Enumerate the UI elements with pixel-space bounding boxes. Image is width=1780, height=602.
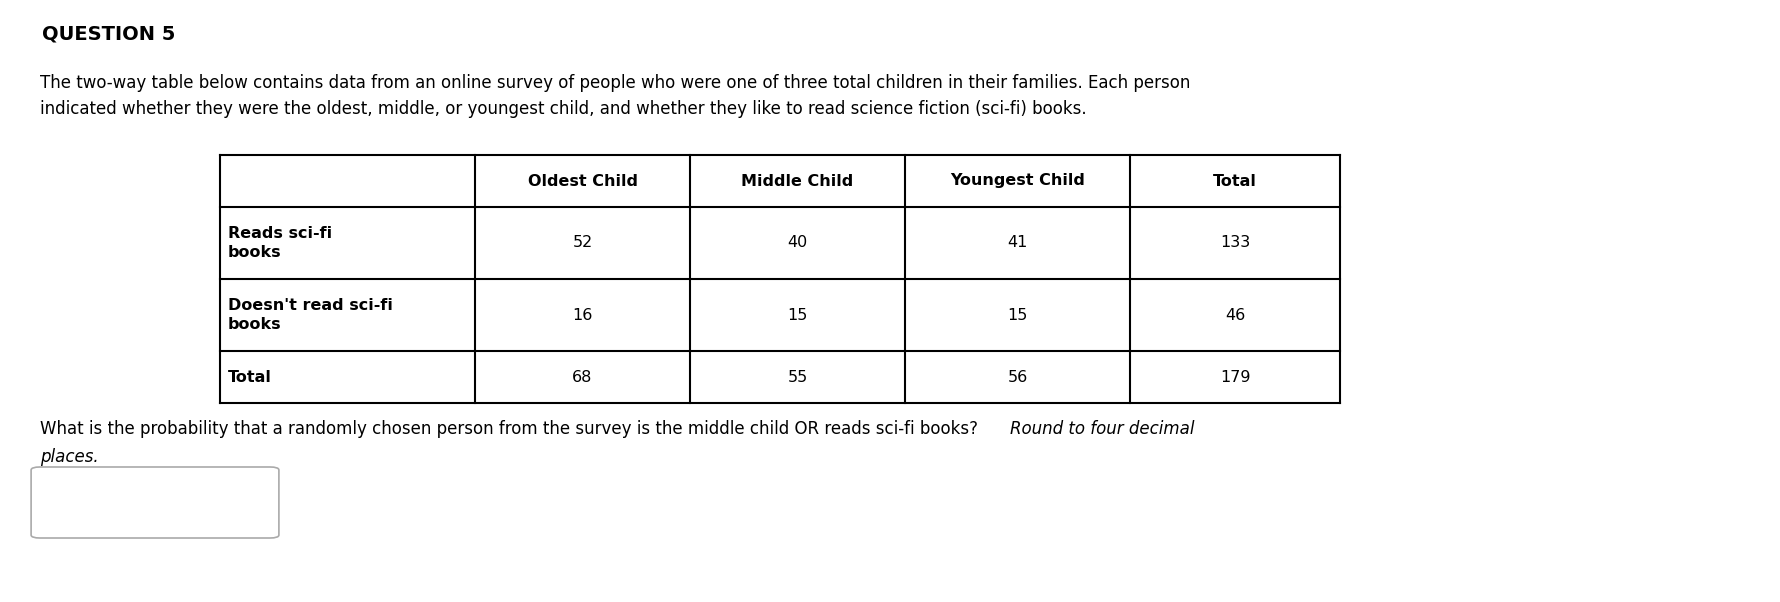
Text: 133: 133: [1219, 235, 1250, 250]
Text: Oldest Child: Oldest Child: [527, 173, 637, 188]
Text: indicated whether they were the oldest, middle, or youngest child, and whether t: indicated whether they were the oldest, …: [39, 100, 1086, 118]
Text: 16: 16: [573, 308, 593, 323]
Text: Doesn't read sci-fi
books: Doesn't read sci-fi books: [228, 298, 393, 332]
Text: 179: 179: [1219, 370, 1250, 385]
Text: What is the probability that a randomly chosen person from the survey is the mid: What is the probability that a randomly …: [39, 420, 983, 438]
Text: 41: 41: [1007, 235, 1027, 250]
Text: The two-way table below contains data from an online survey of people who were o: The two-way table below contains data fr…: [39, 74, 1191, 92]
Text: 52: 52: [573, 235, 593, 250]
Text: 15: 15: [1007, 308, 1027, 323]
Text: Round to four decimal: Round to four decimal: [1009, 420, 1194, 438]
Text: Total: Total: [1212, 173, 1257, 188]
Text: 46: 46: [1225, 308, 1246, 323]
Text: Middle Child: Middle Child: [742, 173, 854, 188]
Text: 68: 68: [573, 370, 593, 385]
Text: 56: 56: [1007, 370, 1027, 385]
Text: Reads sci-fi
books: Reads sci-fi books: [228, 226, 333, 260]
Text: 15: 15: [787, 308, 808, 323]
Text: 55: 55: [787, 370, 808, 385]
Text: places.: places.: [39, 448, 98, 466]
Text: Youngest Child: Youngest Child: [951, 173, 1086, 188]
Text: QUESTION 5: QUESTION 5: [43, 24, 176, 43]
Text: Total: Total: [228, 370, 272, 385]
Text: 40: 40: [787, 235, 808, 250]
